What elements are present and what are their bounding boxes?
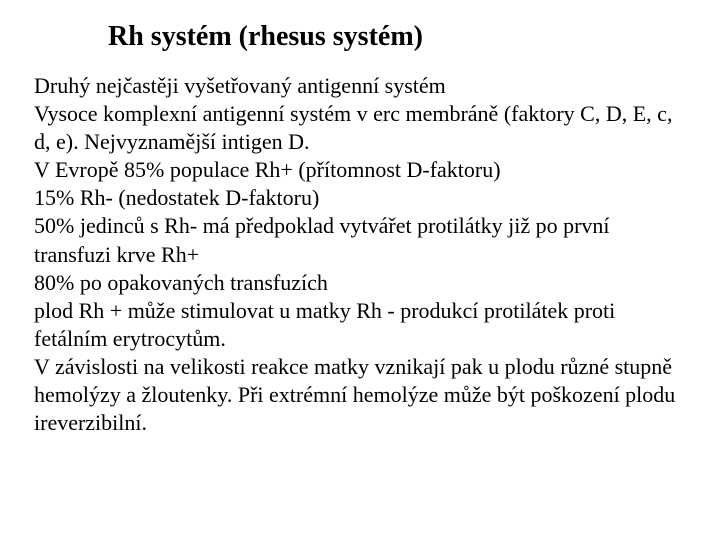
body-line: 80% po opakovaných transfuzích [34,270,328,295]
body-line: 15% Rh- (nedostatek D-faktoru) [34,185,319,210]
body-line: Druhý nejčastěji vyšetřovaný antigenní s… [34,73,446,98]
slide-title: Rh systém (rhesus systém) [108,20,690,54]
body-line: Vysoce komplexní antigenní systém v erc … [34,101,672,154]
body-line: V Evropě 85% populace Rh+ (přítomnost D-… [34,157,501,182]
slide-body: Druhý nejčastěji vyšetřovaný antigenní s… [34,72,690,438]
body-line: V závislosti na velikosti reakce matky v… [34,354,675,435]
body-line: plod Rh + může stimulovat u matky Rh - p… [34,298,615,351]
body-line: 50% jedinců s Rh- má předpoklad vytvářet… [34,213,610,266]
slide: Rh systém (rhesus systém) Druhý nejčastě… [0,0,720,540]
